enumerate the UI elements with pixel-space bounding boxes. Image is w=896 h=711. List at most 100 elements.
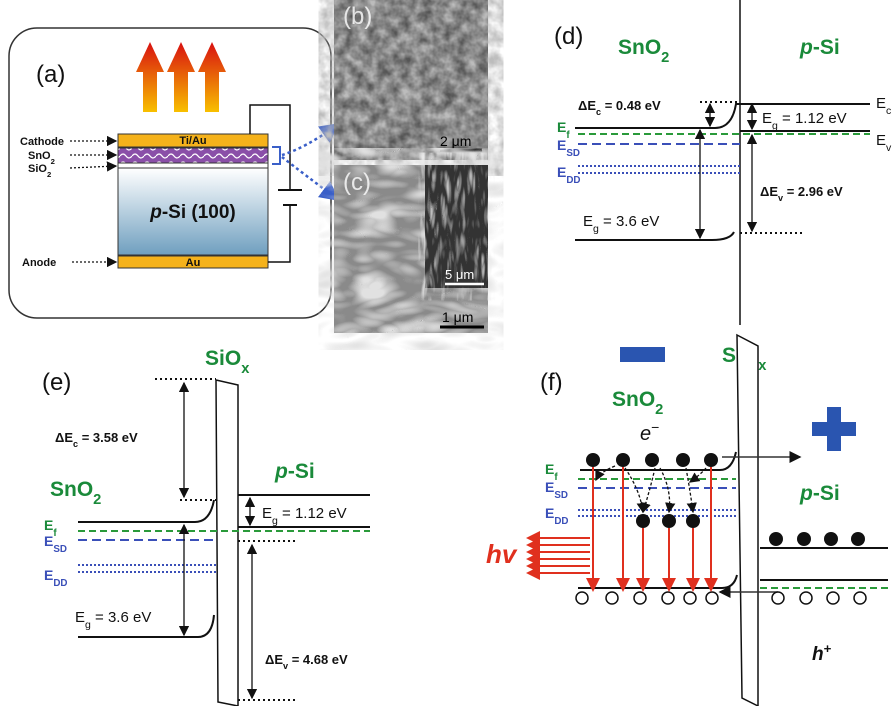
text-part: -Si [813, 482, 840, 505]
label: (e) [42, 369, 71, 396]
text-part: f [566, 130, 570, 141]
text-part: SD [53, 544, 67, 555]
label: p-Si [274, 460, 315, 483]
label: Cathode [20, 136, 64, 148]
carrier [662, 592, 674, 604]
label: (a) [36, 61, 65, 88]
label: Eg = 1.12 eV [762, 110, 847, 132]
text-part: v [886, 142, 892, 154]
shape [216, 380, 238, 706]
text-part: E [44, 517, 53, 533]
text-part: = 1.12 eV [778, 110, 847, 127]
shape [578, 575, 737, 588]
carrier [676, 453, 690, 467]
label: ΔEv = 2.96 eV [760, 184, 843, 203]
label: Anode [22, 257, 56, 269]
text-part: -Si [813, 36, 840, 59]
panel-d: (d) SnO2 p-Si ΔEc = 0.48 eV Ec Eg = 1.12… [554, 0, 892, 325]
text-part: SiO [28, 163, 47, 175]
text-part: SnO [612, 388, 655, 411]
carrier [800, 592, 812, 604]
label: SiOx [205, 347, 250, 377]
text-part: SiO [205, 347, 241, 370]
carrier [634, 592, 646, 604]
text-part: c [886, 105, 891, 117]
text-part: E [75, 609, 85, 626]
shape [596, 466, 615, 480]
carrier [662, 514, 676, 528]
text-part: = 3.58 eV [78, 430, 138, 445]
label: 5 μm [445, 267, 474, 282]
text-part: SnO [618, 36, 661, 59]
carrier [772, 592, 784, 604]
text-part: E [44, 533, 53, 549]
label: SnO2 [50, 478, 101, 508]
shape [737, 335, 758, 706]
label: Eg = 1.12 eV [262, 505, 347, 527]
label: Eg = 3.6 eV [583, 213, 659, 235]
text-part: DD [554, 516, 568, 527]
text-part: 2 [51, 157, 55, 166]
text-part: E [762, 110, 772, 127]
text-part: SnO [28, 150, 51, 162]
text-part: p [799, 482, 813, 505]
text-part: SnO [50, 478, 93, 501]
carrier [576, 592, 588, 604]
text-part: p [149, 202, 162, 223]
shape [118, 148, 268, 163]
shape [528, 467, 711, 590]
carrier [684, 592, 696, 604]
text-part: -Si (100) [162, 202, 236, 223]
shape [812, 407, 856, 451]
text-part: SD [554, 490, 568, 501]
label: EDD [44, 567, 68, 589]
label: e− [640, 419, 659, 445]
text-part: + [824, 641, 832, 656]
shape [620, 347, 665, 362]
text-part: f [554, 472, 558, 483]
carrier [686, 514, 700, 528]
carrier [824, 532, 838, 546]
text-part: = 2.96 eV [783, 184, 843, 199]
label: hv [486, 539, 518, 569]
text-part: p [799, 36, 813, 59]
text-part: ΔE [55, 430, 73, 445]
text-part: E [557, 164, 566, 180]
text-part: E [876, 95, 886, 112]
panel-b: (b) 2 μm [334, 0, 488, 160]
text-part: -Si [288, 460, 315, 483]
shape [576, 592, 866, 604]
label: EDD [557, 164, 581, 186]
text-part: ΔE [265, 652, 283, 667]
text-part: E [545, 505, 554, 521]
shape [686, 468, 693, 512]
carrier [606, 592, 618, 604]
text-part: E [545, 461, 554, 477]
text-part: E [557, 119, 566, 135]
carrier [827, 592, 839, 604]
figure: (a) Ti/Au p-Si (100) Au Cathode SnO2 SiO… [0, 0, 896, 706]
label: (f) [540, 369, 563, 396]
text-part: = 0.48 eV [601, 98, 661, 113]
label: h+ [812, 641, 832, 666]
shape [643, 468, 655, 512]
label: (b) [343, 3, 372, 30]
label: Au [186, 257, 201, 269]
text-part: 2 [47, 170, 51, 179]
text-part: E [545, 479, 554, 495]
shape [118, 163, 268, 168]
shape [625, 468, 643, 512]
text-part: = 3.6 eV [599, 213, 659, 230]
carrier [616, 453, 630, 467]
text-part: ΔE [578, 98, 596, 113]
text-part: − [651, 419, 659, 435]
label: Ev [876, 132, 892, 154]
text-part: E [876, 132, 886, 149]
text-part: f [53, 528, 57, 539]
text-part: p [274, 460, 288, 483]
label: EDD [545, 505, 569, 527]
text-part: e [640, 423, 651, 445]
label: p-Si [799, 482, 840, 505]
text-part: SD [566, 148, 580, 159]
label: (c) [343, 169, 371, 196]
